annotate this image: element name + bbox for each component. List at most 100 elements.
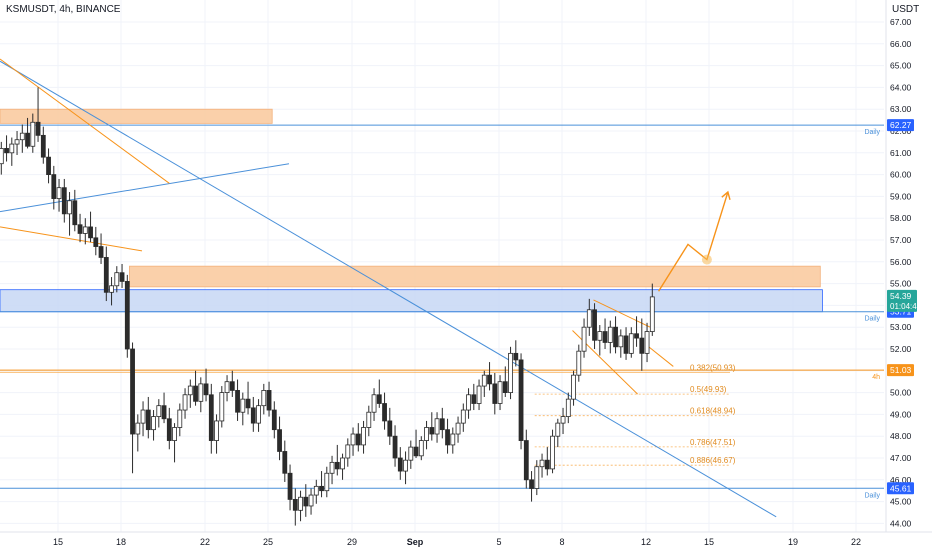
candle-body [198,383,204,402]
candle-body [46,156,51,176]
candle-body [418,440,424,457]
candle-body [177,409,183,428]
candle-body [613,326,618,348]
candle-body [19,132,25,141]
price-level-label: Daily [864,129,880,136]
candle-body [324,472,330,492]
candle-body [35,121,41,136]
candle-body [623,335,629,354]
candle-body [534,466,540,489]
x-tick-label: 15 [53,537,63,547]
candle-body [607,326,613,343]
price-level-label: Daily [864,492,880,499]
candle-body [161,405,167,420]
x-tick-label: 12 [641,537,651,547]
candle-body [67,200,72,215]
price-level-badge-text: 51.03 [890,365,912,375]
trend-line [0,163,290,213]
candle-body [193,385,198,402]
candle-body [445,429,450,446]
candle-body [571,374,576,400]
y-tick-label: 44.00 [890,518,912,528]
y-tick-label: 46.00 [890,475,912,485]
y-tick-label: 53.00 [890,322,912,332]
candle-body [261,390,267,407]
candle-body [376,394,382,404]
candle-body [497,381,503,404]
candle-body [382,403,387,422]
x-tick-label: 29 [347,537,357,547]
y-tick-label: 52.00 [890,344,912,354]
candle-body [502,381,508,394]
candle-body [361,427,366,446]
fib-level-label: 0.382(50.93) [690,363,736,372]
candle-body [277,429,282,452]
y-tick-label: 48.00 [890,431,912,441]
y-tick-label: 61.00 [890,148,912,158]
candle-body [114,272,120,287]
candle-body [403,459,408,472]
trend-line [645,344,674,367]
candle-body [282,451,288,474]
candle-body [4,148,9,154]
candle-body [544,459,550,470]
candle-body [565,398,571,417]
candle-body [25,132,30,147]
x-tick-label: 25 [263,537,273,547]
fib-level-label: 0.886(46.67) [690,456,736,465]
candle-body [424,427,429,441]
y-tick-label: 58.00 [890,213,912,223]
candle-body [214,420,219,441]
candle-body [466,394,471,411]
candle-body [340,457,345,470]
candle-body [618,335,624,348]
candle-body [245,398,251,409]
candle-body [529,479,534,489]
candle-body [135,422,141,435]
candle-body [355,433,361,446]
candle-body [555,422,561,437]
candle-body [329,461,335,474]
candle-body [644,331,650,354]
candle-body [508,352,513,393]
candle-body [298,496,303,511]
trend-line [0,226,143,252]
candle-body [539,459,545,468]
candle-body [109,285,114,293]
x-tick-label: 18 [116,537,126,547]
y-tick-label: 59.00 [890,191,912,201]
price-level-badge [887,482,914,495]
y-tick-label: 45.00 [890,497,912,507]
price-axis-currency: USDT [892,4,920,15]
candle-body [130,348,135,435]
candle-body [72,200,78,226]
candle-body [371,394,377,413]
candle-body [182,394,188,411]
candle-body [592,309,597,341]
candle-body [518,359,524,441]
candle-body [319,485,324,492]
x-tick-label: 22 [200,537,210,547]
y-tick-label: 66.00 [890,39,912,49]
candle-body [124,281,130,350]
candle-body [103,257,109,293]
candle-body [392,435,398,459]
price-level-label: 4h [872,374,880,381]
y-tick-label: 57.00 [890,235,912,245]
candle-body [492,383,498,404]
x-tick-label: 15 [704,537,714,547]
candle-body [450,433,456,446]
candle-body [9,143,15,154]
price-level-badge-text: 62.27 [890,120,912,130]
candle-body [387,420,393,437]
candle-body [649,296,655,332]
candle-body [597,331,603,341]
projection-arrowhead [721,190,731,200]
candle-body [602,331,608,343]
candle-body [413,446,419,457]
y-tick-label: 55.00 [890,279,912,289]
candle-body [397,457,403,472]
candle-body [82,226,88,234]
